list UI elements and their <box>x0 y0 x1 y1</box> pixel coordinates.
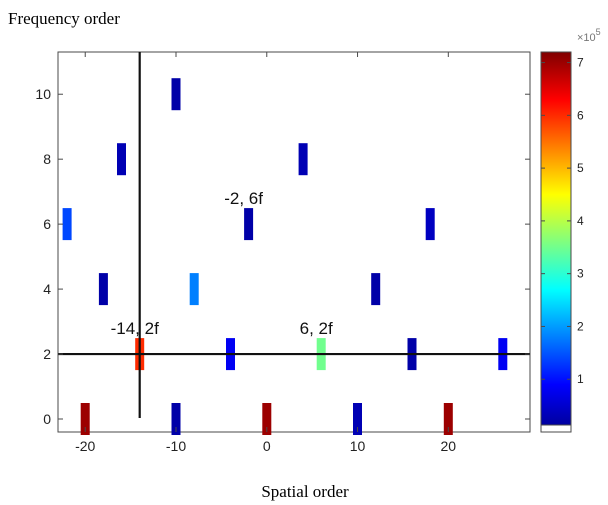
y-tick-label-3: 6 <box>43 216 51 232</box>
colorbar-multiplier: ×105 <box>577 27 601 44</box>
data-point-18 <box>171 78 181 111</box>
data-point-3 <box>353 403 362 435</box>
annotation-1: -14, 2f <box>111 319 159 338</box>
y-tick-label-1: 2 <box>43 346 51 362</box>
x-tick-label-3: 10 <box>350 438 366 454</box>
data-point-17 <box>298 143 308 176</box>
data-point-2 <box>262 403 272 435</box>
data-point-11 <box>189 273 199 306</box>
y-tick-label-5: 10 <box>35 86 51 102</box>
data-point-13 <box>62 208 72 241</box>
reference-lines <box>58 52 530 418</box>
data-point-14 <box>244 208 254 241</box>
x-axis-label: Spatial order <box>261 482 349 501</box>
colorbar-base-swatch <box>540 424 572 433</box>
colorbar-tick-label-1: 2 <box>577 319 584 333</box>
colorbar-multiplier-exp: 5 <box>596 27 601 37</box>
data-point-1 <box>171 403 181 435</box>
colorbar-tick-label-0: 1 <box>577 372 584 386</box>
colorbar-multiplier-base: ×10 <box>577 32 596 44</box>
y-axis-label: Frequency order <box>8 9 120 28</box>
y-tick-label-2: 4 <box>43 281 51 297</box>
x-tick-label-1: -10 <box>166 438 186 454</box>
data-point-0 <box>80 403 90 435</box>
annotations: -2, 6f -14, 2f 6, 2f <box>111 189 333 338</box>
colorbar-ticks: 1 2 3 4 5 6 7 <box>541 56 584 386</box>
y-tick-label-4: 8 <box>43 151 51 167</box>
plot-frame <box>57 51 531 433</box>
annotation-2: 6, 2f <box>300 319 333 338</box>
data-point-16 <box>117 143 126 176</box>
colorbar-tick-label-6: 7 <box>577 56 584 70</box>
data-point-10 <box>98 273 108 306</box>
colorbar-tick-label-3: 4 <box>577 214 584 228</box>
x-tick-label-4: 20 <box>441 438 457 454</box>
colorbar-tick-label-2: 3 <box>577 267 584 281</box>
annotation-0: -2, 6f <box>224 189 263 208</box>
x-ticks: -20 -10 0 10 20 <box>75 52 456 454</box>
data-point-4 <box>443 403 453 435</box>
colorbar-tick-label-4: 5 <box>577 161 584 175</box>
colorbar-tick-label-5: 6 <box>577 108 584 122</box>
y-tick-label-0: 0 <box>43 411 51 427</box>
colorbar <box>540 51 572 433</box>
x-tick-label-0: -20 <box>75 438 95 454</box>
x-tick-label-2: 0 <box>263 438 271 454</box>
y-ticks: 0 2 4 6 8 10 <box>35 86 530 427</box>
data-point-15 <box>425 208 435 241</box>
data-point-12 <box>371 273 381 306</box>
